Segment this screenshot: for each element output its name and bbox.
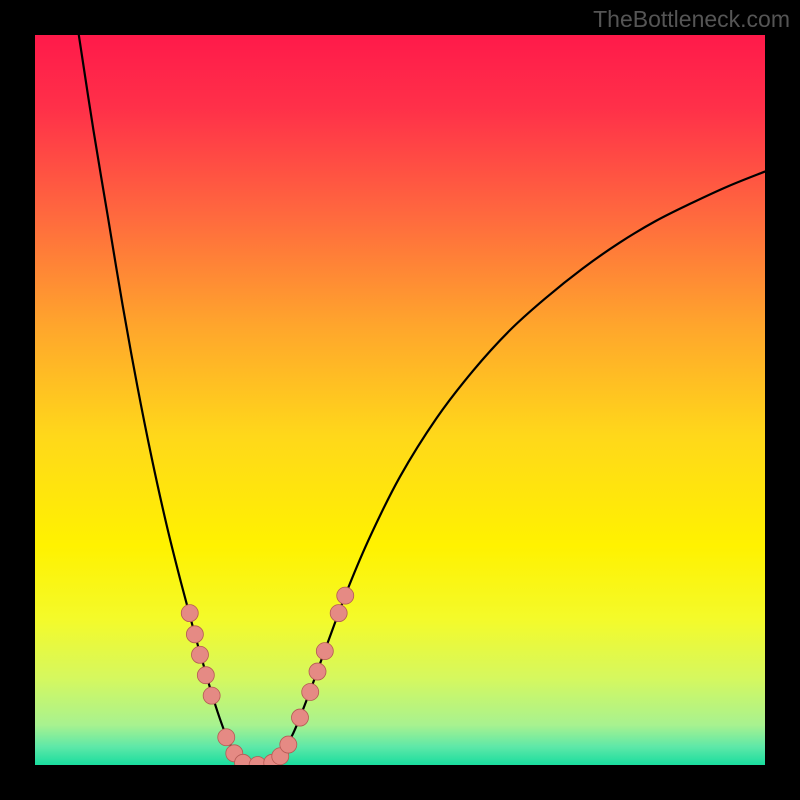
data-marker: [181, 605, 198, 622]
data-marker: [330, 605, 347, 622]
data-marker: [302, 684, 319, 701]
data-marker: [337, 587, 354, 604]
bottleneck-curve-chart: [0, 0, 800, 800]
data-marker: [218, 729, 235, 746]
data-marker: [197, 667, 214, 684]
watermark-label: TheBottleneck.com: [593, 6, 790, 33]
data-marker: [203, 687, 220, 704]
data-marker: [309, 663, 326, 680]
data-marker: [291, 709, 308, 726]
data-marker: [186, 626, 203, 643]
plot-background-gradient: [35, 35, 765, 765]
data-marker: [280, 736, 297, 753]
data-marker: [191, 646, 208, 663]
data-marker: [316, 643, 333, 660]
chart-container: TheBottleneck.com: [0, 0, 800, 800]
